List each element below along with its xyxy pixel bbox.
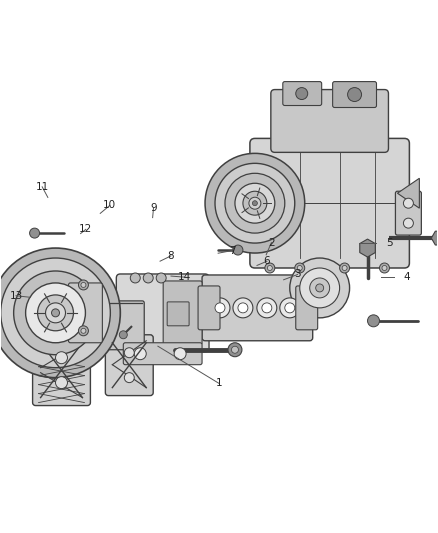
Circle shape <box>285 303 295 313</box>
Text: 6: 6 <box>264 256 270 266</box>
Circle shape <box>310 278 330 298</box>
Circle shape <box>124 373 134 383</box>
Circle shape <box>119 331 127 339</box>
Circle shape <box>231 346 238 353</box>
Text: 12: 12 <box>79 224 92 235</box>
FancyBboxPatch shape <box>198 286 220 330</box>
Circle shape <box>403 218 413 228</box>
Circle shape <box>78 280 88 290</box>
Circle shape <box>367 315 379 327</box>
Circle shape <box>210 298 230 318</box>
FancyBboxPatch shape <box>167 302 189 326</box>
FancyBboxPatch shape <box>163 281 202 345</box>
Circle shape <box>78 326 88 336</box>
FancyBboxPatch shape <box>250 139 410 268</box>
FancyBboxPatch shape <box>124 343 202 365</box>
Text: 5: 5 <box>386 238 392 248</box>
Circle shape <box>25 283 85 343</box>
Text: 3: 3 <box>294 270 301 279</box>
Text: 1: 1 <box>215 378 223 389</box>
Text: 2: 2 <box>268 238 275 248</box>
Circle shape <box>52 309 60 317</box>
Circle shape <box>56 352 67 364</box>
Circle shape <box>280 298 300 318</box>
Circle shape <box>1 258 110 368</box>
Circle shape <box>249 197 261 209</box>
Circle shape <box>339 263 350 273</box>
Circle shape <box>238 303 248 313</box>
Circle shape <box>300 268 339 308</box>
Circle shape <box>233 298 253 318</box>
FancyBboxPatch shape <box>117 274 209 352</box>
Circle shape <box>403 198 413 208</box>
Text: 9: 9 <box>150 203 157 213</box>
Circle shape <box>296 87 308 100</box>
FancyBboxPatch shape <box>85 301 144 350</box>
FancyBboxPatch shape <box>396 191 421 235</box>
FancyBboxPatch shape <box>68 283 102 343</box>
Circle shape <box>297 265 302 270</box>
Circle shape <box>243 191 267 215</box>
Circle shape <box>156 273 166 283</box>
Circle shape <box>348 87 361 101</box>
Circle shape <box>174 348 186 360</box>
Text: 7: 7 <box>229 246 235 255</box>
FancyBboxPatch shape <box>283 82 321 106</box>
FancyBboxPatch shape <box>202 275 313 341</box>
Circle shape <box>235 183 275 223</box>
Circle shape <box>30 228 39 238</box>
Circle shape <box>56 377 67 389</box>
Circle shape <box>257 298 277 318</box>
Text: 8: 8 <box>168 251 174 261</box>
Circle shape <box>81 328 86 333</box>
Circle shape <box>46 303 66 323</box>
Circle shape <box>0 248 120 378</box>
Circle shape <box>134 348 146 360</box>
Text: 14: 14 <box>177 272 191 282</box>
Circle shape <box>225 173 285 233</box>
Circle shape <box>267 265 272 270</box>
FancyBboxPatch shape <box>332 82 377 108</box>
Circle shape <box>14 271 97 355</box>
Circle shape <box>290 258 350 318</box>
Circle shape <box>215 163 295 243</box>
Circle shape <box>233 245 243 255</box>
Circle shape <box>262 303 272 313</box>
FancyBboxPatch shape <box>271 90 389 152</box>
Circle shape <box>143 273 153 283</box>
Circle shape <box>342 265 347 270</box>
Text: 10: 10 <box>103 200 117 211</box>
Text: 11: 11 <box>35 182 49 192</box>
FancyBboxPatch shape <box>106 335 153 395</box>
Circle shape <box>205 154 305 253</box>
FancyBboxPatch shape <box>296 286 318 330</box>
Text: 13: 13 <box>9 290 23 301</box>
Circle shape <box>124 348 134 358</box>
FancyBboxPatch shape <box>32 335 90 406</box>
Circle shape <box>252 201 258 206</box>
Circle shape <box>81 282 86 287</box>
Polygon shape <box>397 178 419 208</box>
Circle shape <box>316 284 324 292</box>
Circle shape <box>38 295 74 331</box>
Circle shape <box>228 343 242 357</box>
Text: 4: 4 <box>403 272 410 282</box>
Circle shape <box>130 273 140 283</box>
Circle shape <box>379 263 389 273</box>
Circle shape <box>265 263 275 273</box>
Circle shape <box>215 303 225 313</box>
Circle shape <box>382 265 387 270</box>
Circle shape <box>295 263 305 273</box>
